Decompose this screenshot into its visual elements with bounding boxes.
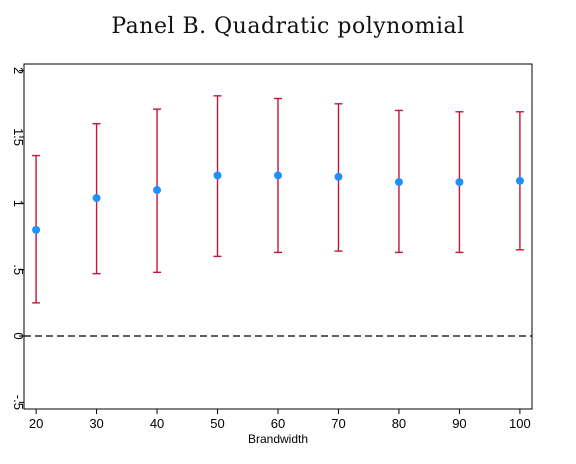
chart-marks: [32, 95, 524, 304]
y-tick-label: 1: [11, 200, 26, 207]
point-estimate: [334, 172, 343, 181]
x-tick-label: 20: [29, 416, 43, 431]
x-tick-label: 70: [331, 416, 345, 431]
point-estimate: [213, 171, 222, 180]
point-estimate: [153, 186, 162, 195]
x-tick-label: 40: [150, 416, 164, 431]
point-estimate: [394, 178, 403, 187]
x-tick-label: 60: [271, 416, 285, 431]
x-tick-label: 90: [452, 416, 466, 431]
x-axis-label: Brandwidth: [248, 432, 308, 446]
x-tick-label: 80: [392, 416, 406, 431]
y-tick-label: -.5: [11, 395, 26, 410]
chart-title: Panel B. Quadratic polynomial: [111, 14, 465, 39]
point-estimate: [274, 171, 282, 180]
x-tick-label: 50: [210, 416, 224, 431]
y-axis: -.5 0 .5 1 1.5 2: [11, 67, 26, 410]
y-tick-label: .5: [11, 264, 26, 275]
x-tick-label: 30: [89, 416, 103, 431]
x-tick-label: 100: [509, 416, 531, 431]
y-tick-label: 0: [11, 332, 26, 339]
point-estimate: [515, 176, 524, 185]
point-estimate: [32, 225, 41, 234]
point-estimate: [92, 194, 101, 203]
y-tick-label: 2: [11, 67, 26, 74]
x-axis: 20 30 40 50 60 70 80 90 100: [29, 409, 531, 431]
point-estimate: [455, 178, 464, 187]
y-tick-label: 1.5: [11, 128, 26, 146]
